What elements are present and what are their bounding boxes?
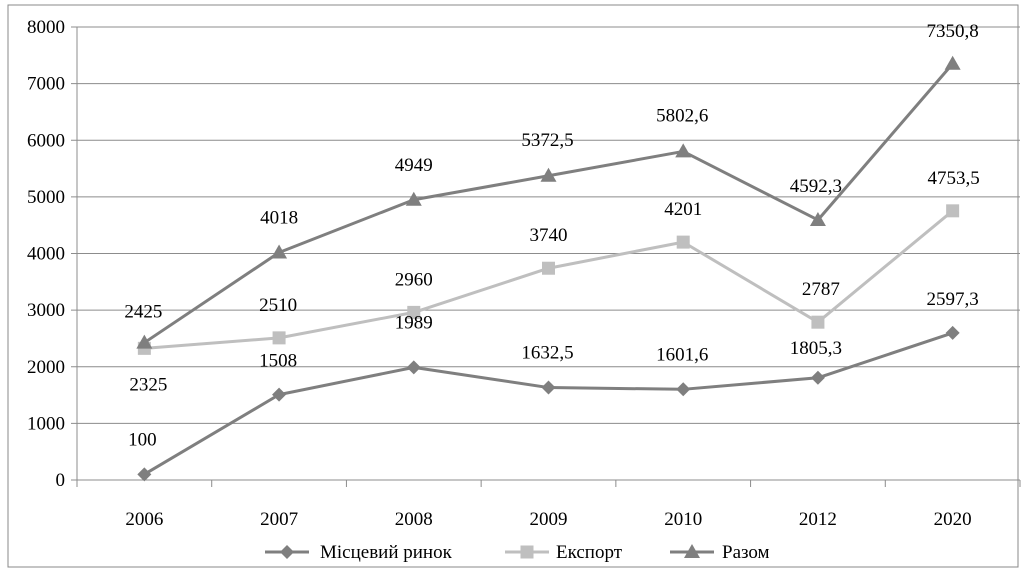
y-tick-label-3000: 3000 — [27, 300, 65, 321]
point-s1-2010 — [676, 235, 690, 249]
gridlines — [77, 26, 1020, 424]
chart-frame — [7, 4, 1019, 568]
data-label-s1-2012: 2787 — [802, 279, 840, 300]
data-label-s2-2008: 4949 — [395, 155, 433, 176]
legend-label-1: Експорт — [556, 542, 623, 563]
legend-label-2: Разом — [722, 542, 770, 563]
y-tick-label-1000: 1000 — [27, 413, 65, 434]
data-label-s2-2009: 5372,5 — [521, 130, 573, 151]
y-tick-label-5000: 5000 — [27, 187, 65, 208]
y-tick-label-4000: 4000 — [27, 244, 65, 265]
data-labels: 100 1508 1989 1632,5 1601,6 1805,3 2597,3 2325 2… — [124, 21, 979, 451]
point-s2-2012 — [809, 211, 826, 226]
point-s2-2009 — [540, 167, 557, 182]
legend-marker-0 — [280, 545, 294, 559]
point-s2-2010 — [675, 143, 692, 158]
point-s1-2020 — [946, 204, 960, 218]
x-tick-label-2020: 2020 — [934, 509, 972, 530]
y-tick-label-7000: 7000 — [27, 74, 65, 95]
legend-label-0: Місцевий ринок — [320, 542, 453, 563]
data-label-s1-2006: 2325 — [129, 374, 167, 395]
data-label-s0-2007: 1508 — [259, 351, 297, 372]
data-label-s0-2006: 100 — [128, 429, 157, 450]
data-label-s0-2009: 1632,5 — [521, 343, 573, 364]
data-label-s0-2020: 2597,3 — [927, 289, 979, 310]
point-s2-2008 — [405, 191, 422, 206]
point-s2-2006 — [136, 334, 153, 349]
data-label-s1-2007: 2510 — [259, 295, 297, 316]
data-label-s0-2012: 1805,3 — [790, 338, 842, 359]
point-s2-2007 — [271, 244, 288, 259]
point-s0-2007 — [272, 387, 287, 402]
point-s0-2009 — [541, 380, 556, 395]
point-s0-2010 — [676, 382, 691, 397]
point-s0-2008 — [406, 360, 421, 375]
data-label-s1-2020: 4753,5 — [928, 168, 980, 189]
data-label-s2-2020: 7350,8 — [927, 21, 979, 42]
data-label-s0-2010: 1601,6 — [656, 344, 708, 365]
data-label-s1-2008: 2960 — [395, 269, 433, 290]
legend-marker-1 — [520, 545, 534, 559]
axes: 0 1000 2000 3000 4000 5000 6000 7000 8000 2006 200… — [27, 17, 1021, 530]
data-label-s0-2008: 1989 — [395, 312, 433, 333]
x-tick-label-2010: 2010 — [664, 509, 702, 530]
y-tick-label-6000: 6000 — [27, 130, 65, 151]
data-label-s2-2006: 2425 — [124, 302, 162, 323]
data-label-s2-2007: 4018 — [260, 207, 298, 228]
x-tick-label-2006: 2006 — [125, 509, 163, 530]
x-tick-label-2007: 2007 — [260, 509, 298, 530]
data-label-s1-2010: 4201 — [664, 199, 702, 220]
data-label-s2-2010: 5802,6 — [656, 105, 708, 126]
legend: Місцевий ринок Експорт Разом — [265, 542, 770, 563]
y-tick-label-2000: 2000 — [27, 357, 65, 378]
point-s1-2012 — [811, 315, 825, 329]
data-label-s2-2012: 4592,3 — [790, 176, 842, 197]
point-s0-2006 — [137, 467, 152, 482]
x-tick-label-2009: 2009 — [530, 509, 568, 530]
point-s1-2008 — [407, 305, 421, 319]
series-layer — [136, 55, 961, 482]
point-s2-2020 — [944, 55, 961, 70]
y-tick-label-8000: 8000 — [27, 17, 65, 38]
point-s1-2009 — [542, 261, 555, 275]
point-s0-2012 — [810, 370, 825, 385]
y-tick-label-0: 0 — [56, 470, 66, 491]
point-s0-2020 — [945, 325, 960, 340]
x-tick-label-2012: 2012 — [799, 509, 837, 530]
legend-marker-2 — [684, 544, 700, 558]
point-s1-2007 — [272, 331, 286, 345]
x-tick-label-2008: 2008 — [395, 509, 433, 530]
data-label-s1-2009: 3740 — [530, 225, 568, 246]
